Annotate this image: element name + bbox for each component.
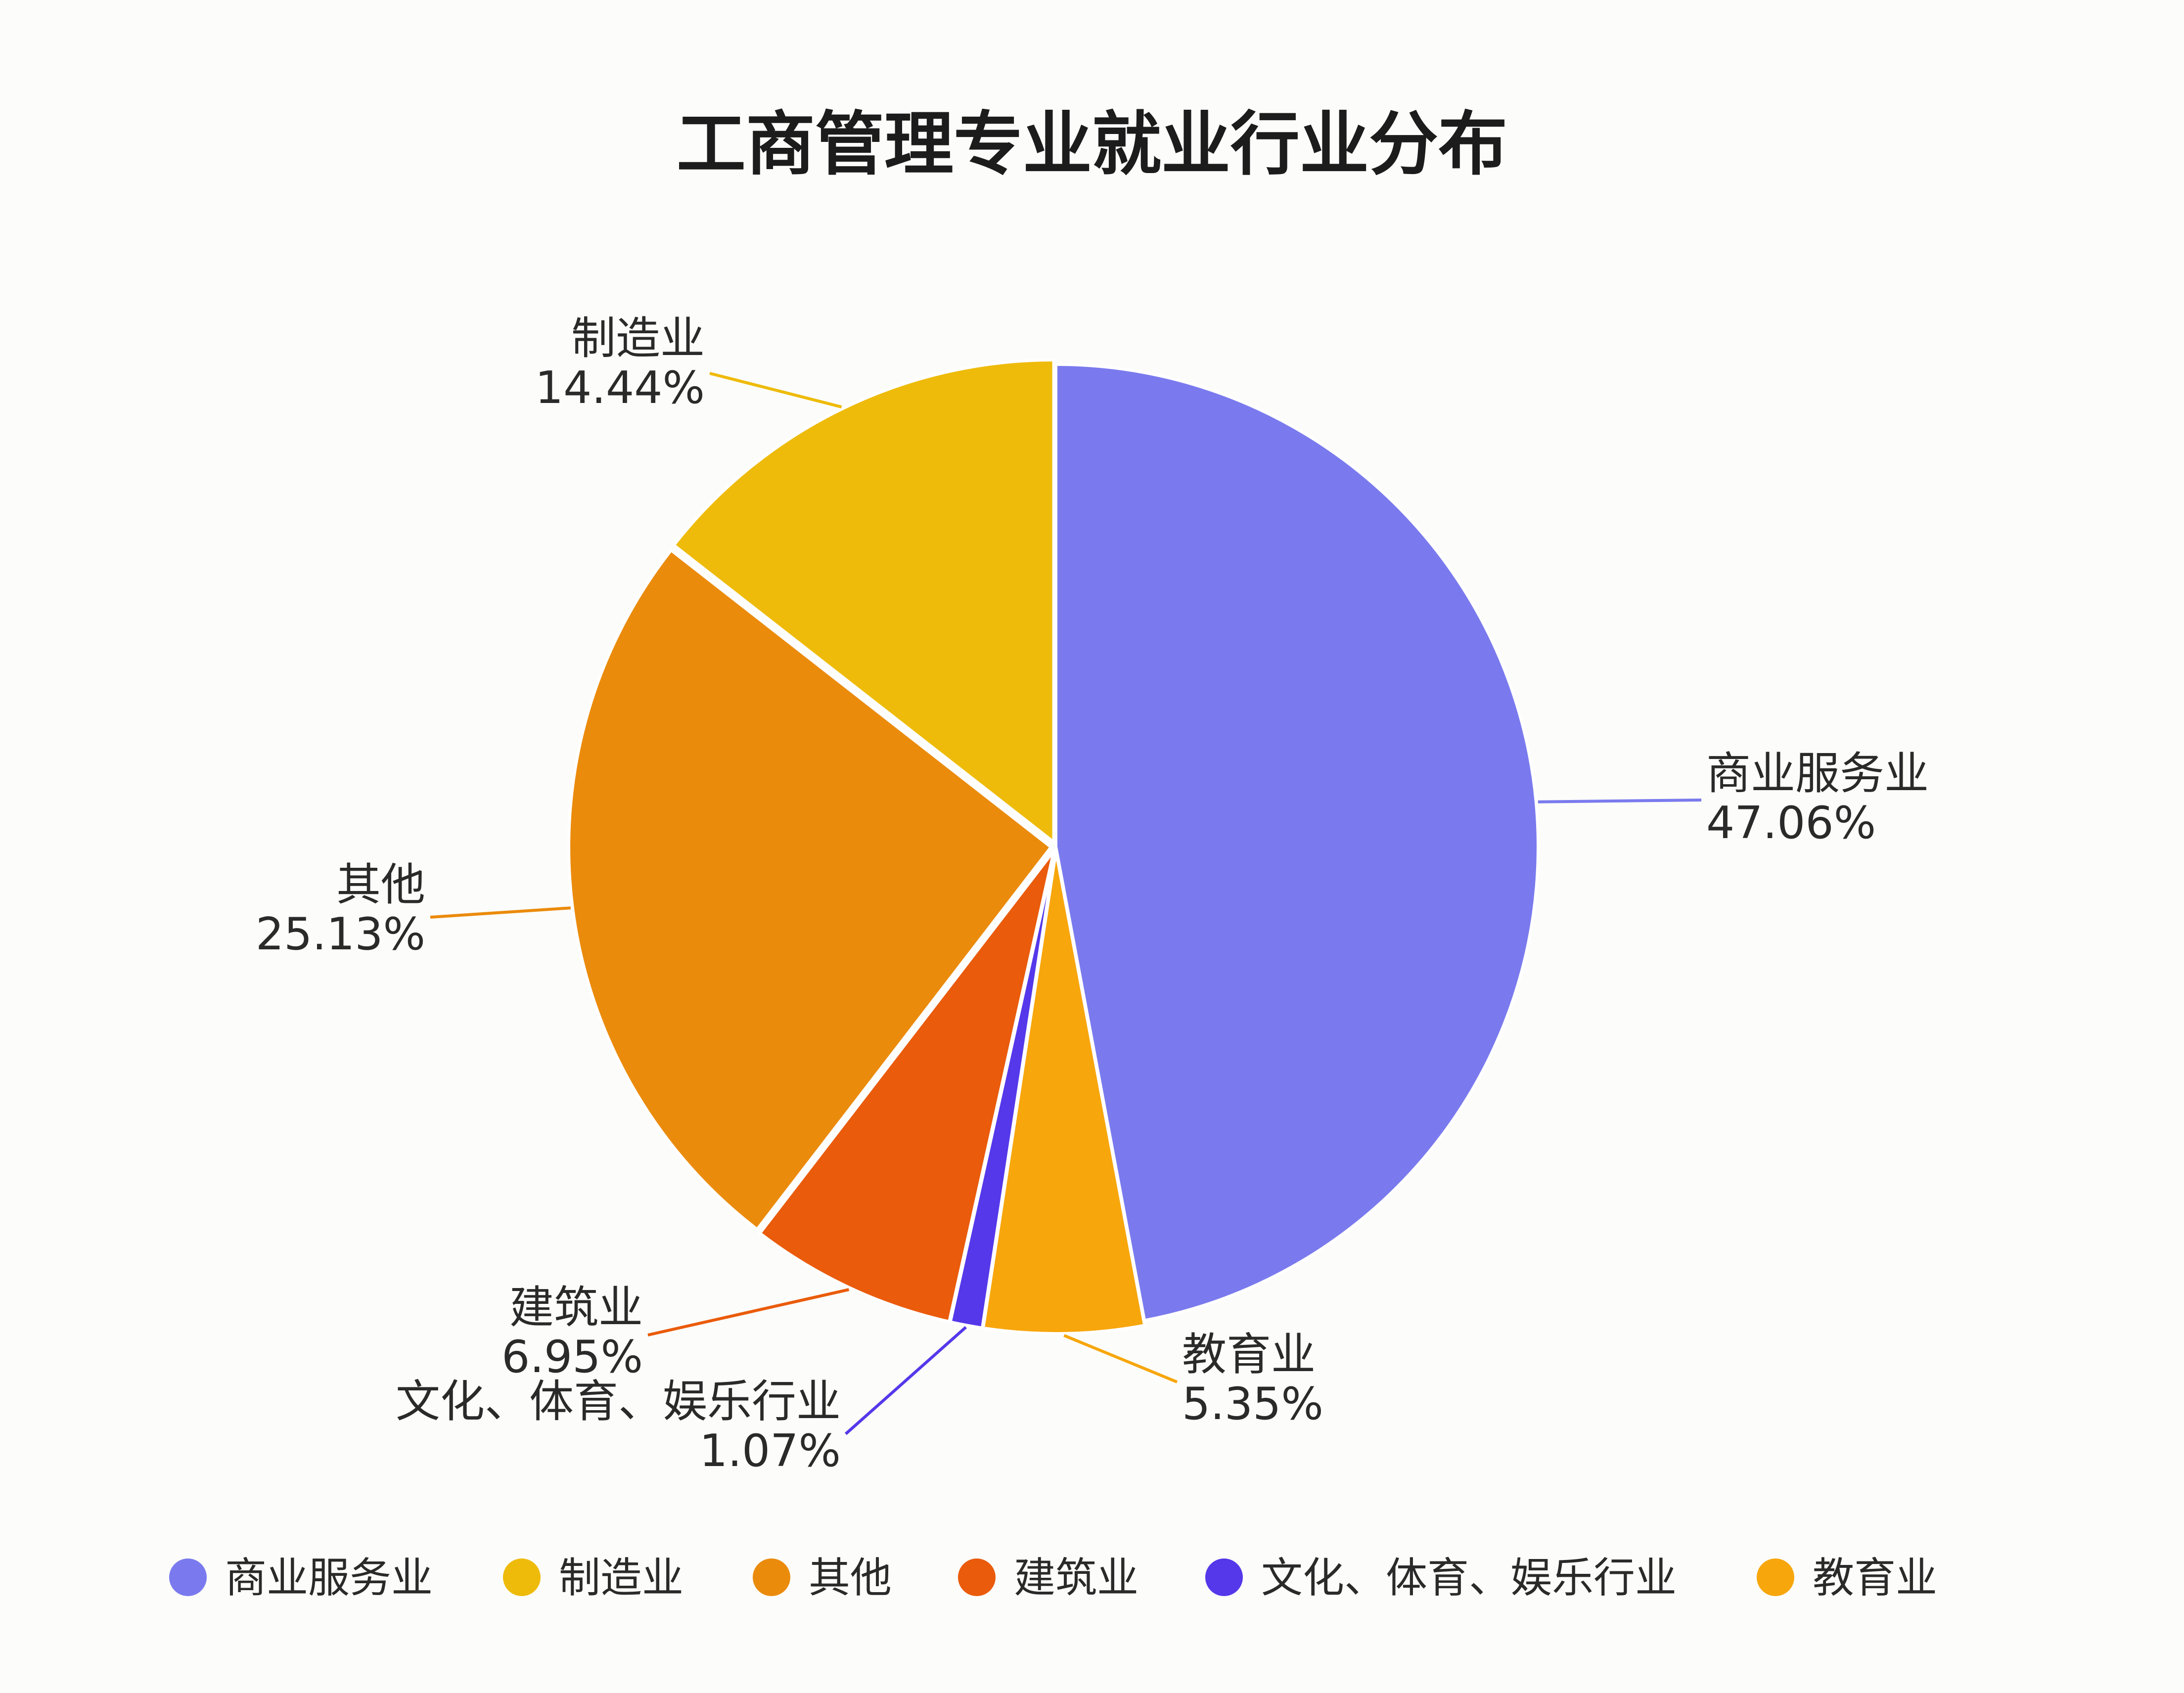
legend-label-5: 教育业 (1813, 1554, 1937, 1602)
leader-line-4 (430, 908, 571, 917)
legend-label-2: 其他 (809, 1554, 892, 1602)
legend-item-5: 教育业 (1757, 1554, 1937, 1602)
legend: 商业服务业 制造业 其他 建筑业 文化、体育、娱乐行业 教育业 (169, 1554, 1937, 1602)
slice-value-label-4: 25.13% (256, 908, 425, 960)
legend-swatch-2 (753, 1559, 790, 1596)
legend-label-4: 文化、体育、娱乐行业 (1261, 1554, 1677, 1602)
legend-swatch-5 (1757, 1559, 1794, 1596)
legend-label-1: 制造业 (559, 1554, 683, 1602)
legend-swatch-1 (503, 1559, 541, 1596)
pie-slice-0 (1056, 364, 1538, 1320)
legend-item-2: 其他 (753, 1554, 892, 1602)
legend-swatch-0 (169, 1559, 207, 1596)
slice-category-label-0: 商业服务业 (1706, 748, 1929, 800)
legend-item-4: 文化、体育、娱乐行业 (1205, 1554, 1677, 1602)
legend-item-1: 制造业 (503, 1554, 683, 1602)
slice-value-label-0: 47.06% (1706, 797, 1876, 849)
slice-category-label-5: 制造业 (571, 312, 705, 364)
legend-item-0: 商业服务业 (169, 1554, 433, 1602)
slice-category-label-4: 其他 (336, 859, 425, 911)
leader-line-1 (1064, 1336, 1177, 1382)
legend-item-3: 建筑业 (958, 1554, 1138, 1602)
leader-line-0 (1538, 800, 1701, 802)
legend-swatch-4 (1205, 1559, 1243, 1596)
slice-value-label-1: 5.35% (1182, 1378, 1323, 1430)
slice-value-label-5: 14.44% (535, 362, 705, 414)
slice-category-label-3: 建筑业 (509, 1282, 643, 1334)
leader-line-2 (846, 1327, 966, 1434)
legend-swatch-3 (958, 1559, 996, 1596)
slice-category-label-2: 文化、体育、娱乐行业 (396, 1376, 841, 1427)
legend-label-3: 建筑业 (1014, 1554, 1138, 1602)
slice-category-label-1: 教育业 (1182, 1329, 1316, 1381)
slices-group (569, 360, 1538, 1334)
leader-line-3 (648, 1290, 849, 1335)
leader-line-5 (710, 373, 842, 407)
chart-title: 工商管理专业就业行业分布 (677, 104, 1507, 185)
slice-value-label-3: 6.95% (501, 1331, 643, 1383)
slice-value-label-2: 1.07% (699, 1425, 841, 1477)
legend-label-0: 商业服务业 (225, 1554, 433, 1602)
